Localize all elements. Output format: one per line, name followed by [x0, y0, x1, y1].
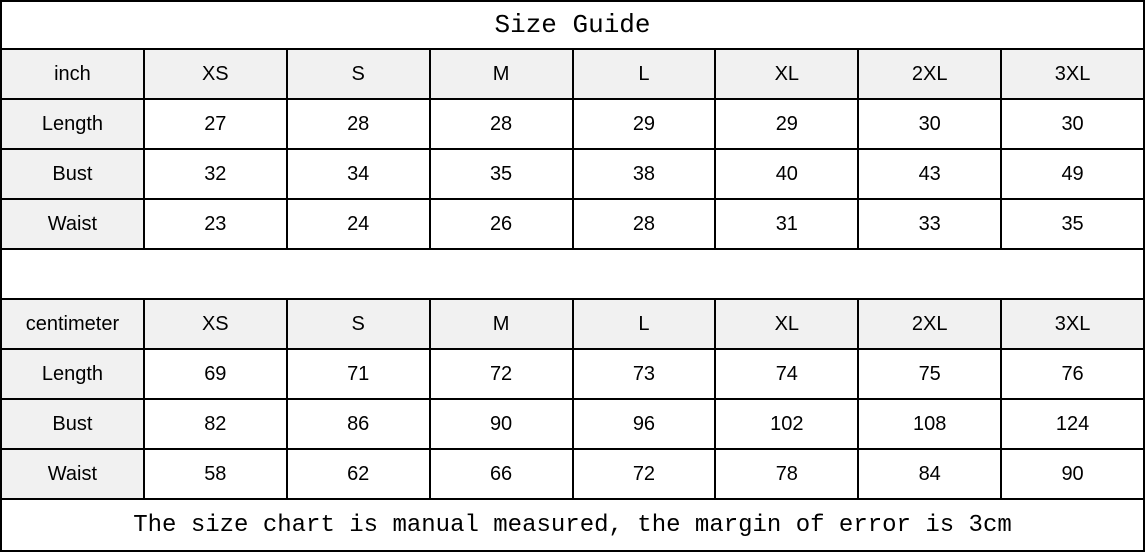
page-title: Size Guide — [0, 0, 1145, 50]
size-value-cell: 49 — [1000, 148, 1145, 200]
size-value-cell: 62 — [285, 448, 431, 500]
size-col-header-l: L — [571, 298, 717, 350]
size-col-header-xl: XL — [714, 48, 860, 100]
measure-label: Bust — [0, 148, 145, 200]
size-value-cell: 90 — [1000, 448, 1145, 500]
size-value-cell: 31 — [714, 198, 860, 250]
table-row-cm-bust: Bust 82 86 90 96 102 108 124 — [0, 398, 1145, 450]
size-value-cell: 90 — [428, 398, 574, 450]
size-value-cell: 72 — [571, 448, 717, 500]
size-col-header-3xl: 3XL — [1000, 48, 1145, 100]
size-col-header-m: M — [428, 48, 574, 100]
size-value-cell: 74 — [714, 348, 860, 400]
size-value-cell: 84 — [857, 448, 1003, 500]
size-col-header-3xl: 3XL — [1000, 298, 1145, 350]
table-row-cm-length: Length 69 71 72 73 74 75 76 — [0, 348, 1145, 400]
size-value-cell: 29 — [714, 98, 860, 150]
size-value-cell: 43 — [857, 148, 1003, 200]
table-row-inch-bust: Bust 32 34 35 38 40 43 49 — [0, 148, 1145, 200]
measure-label: Length — [0, 348, 145, 400]
size-value-cell: 27 — [142, 98, 288, 150]
size-col-header-m: M — [428, 298, 574, 350]
measure-label: Length — [0, 98, 145, 150]
size-value-cell: 34 — [285, 148, 431, 200]
footer-row: The size chart is manual measured, the m… — [0, 498, 1145, 552]
size-col-header-xs: XS — [142, 48, 288, 100]
size-col-header-2xl: 2XL — [857, 48, 1003, 100]
size-value-cell: 86 — [285, 398, 431, 450]
spacer-row — [0, 248, 1145, 300]
size-value-cell: 33 — [857, 198, 1003, 250]
size-value-cell: 24 — [285, 198, 431, 250]
title-row: Size Guide — [0, 0, 1145, 50]
size-value-cell: 108 — [857, 398, 1003, 450]
size-value-cell: 38 — [571, 148, 717, 200]
size-col-header-2xl: 2XL — [857, 298, 1003, 350]
size-value-cell: 30 — [857, 98, 1003, 150]
size-value-cell: 35 — [1000, 198, 1145, 250]
size-value-cell: 102 — [714, 398, 860, 450]
size-value-cell: 76 — [1000, 348, 1145, 400]
size-value-cell: 28 — [428, 98, 574, 150]
size-value-cell: 82 — [142, 398, 288, 450]
size-col-header-xs: XS — [142, 298, 288, 350]
size-value-cell: 35 — [428, 148, 574, 200]
size-value-cell: 71 — [285, 348, 431, 400]
table-row-inch-length: Length 27 28 28 29 29 30 30 — [0, 98, 1145, 150]
measure-label: Waist — [0, 448, 145, 500]
size-col-header-s: S — [285, 48, 431, 100]
unit-header-centimeter: centimeter — [0, 298, 145, 350]
size-value-cell: 124 — [1000, 398, 1145, 450]
size-value-cell: 29 — [571, 98, 717, 150]
table-row-cm-waist: Waist 58 62 66 72 78 84 90 — [0, 448, 1145, 500]
size-value-cell: 40 — [714, 148, 860, 200]
size-value-cell: 66 — [428, 448, 574, 500]
size-value-cell: 73 — [571, 348, 717, 400]
table-row-inch-waist: Waist 23 24 26 28 31 33 35 — [0, 198, 1145, 250]
size-value-cell: 23 — [142, 198, 288, 250]
size-value-cell: 28 — [285, 98, 431, 150]
size-value-cell: 28 — [571, 198, 717, 250]
measure-label: Bust — [0, 398, 145, 450]
size-value-cell: 96 — [571, 398, 717, 450]
size-col-header-xl: XL — [714, 298, 860, 350]
size-value-cell: 72 — [428, 348, 574, 400]
spacer-cell — [0, 248, 1145, 300]
measure-label: Waist — [0, 198, 145, 250]
size-col-header-l: L — [571, 48, 717, 100]
size-value-cell: 26 — [428, 198, 574, 250]
size-value-cell: 69 — [142, 348, 288, 400]
centimeter-header-row: centimeter XS S M L XL 2XL 3XL — [0, 298, 1145, 350]
size-col-header-s: S — [285, 298, 431, 350]
size-value-cell: 75 — [857, 348, 1003, 400]
size-value-cell: 78 — [714, 448, 860, 500]
inch-header-row: inch XS S M L XL 2XL 3XL — [0, 48, 1145, 100]
size-value-cell: 58 — [142, 448, 288, 500]
footer-note: The size chart is manual measured, the m… — [0, 498, 1145, 552]
size-value-cell: 32 — [142, 148, 288, 200]
size-value-cell: 30 — [1000, 98, 1145, 150]
unit-header-inch: inch — [0, 48, 145, 100]
